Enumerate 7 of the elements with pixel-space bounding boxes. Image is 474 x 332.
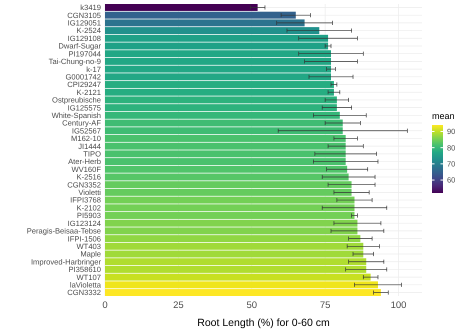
x-axis-title: Root Length (%) for 0-60 cm bbox=[197, 317, 330, 329]
x-tick-label: 75 bbox=[320, 300, 330, 311]
x-tick-label: 25 bbox=[173, 300, 184, 311]
color-bar-title: mean bbox=[432, 111, 455, 121]
x-tick-label: 100 bbox=[390, 300, 406, 311]
x-tick-label: 0 bbox=[102, 300, 108, 311]
x-tick-label: 50 bbox=[246, 300, 258, 311]
